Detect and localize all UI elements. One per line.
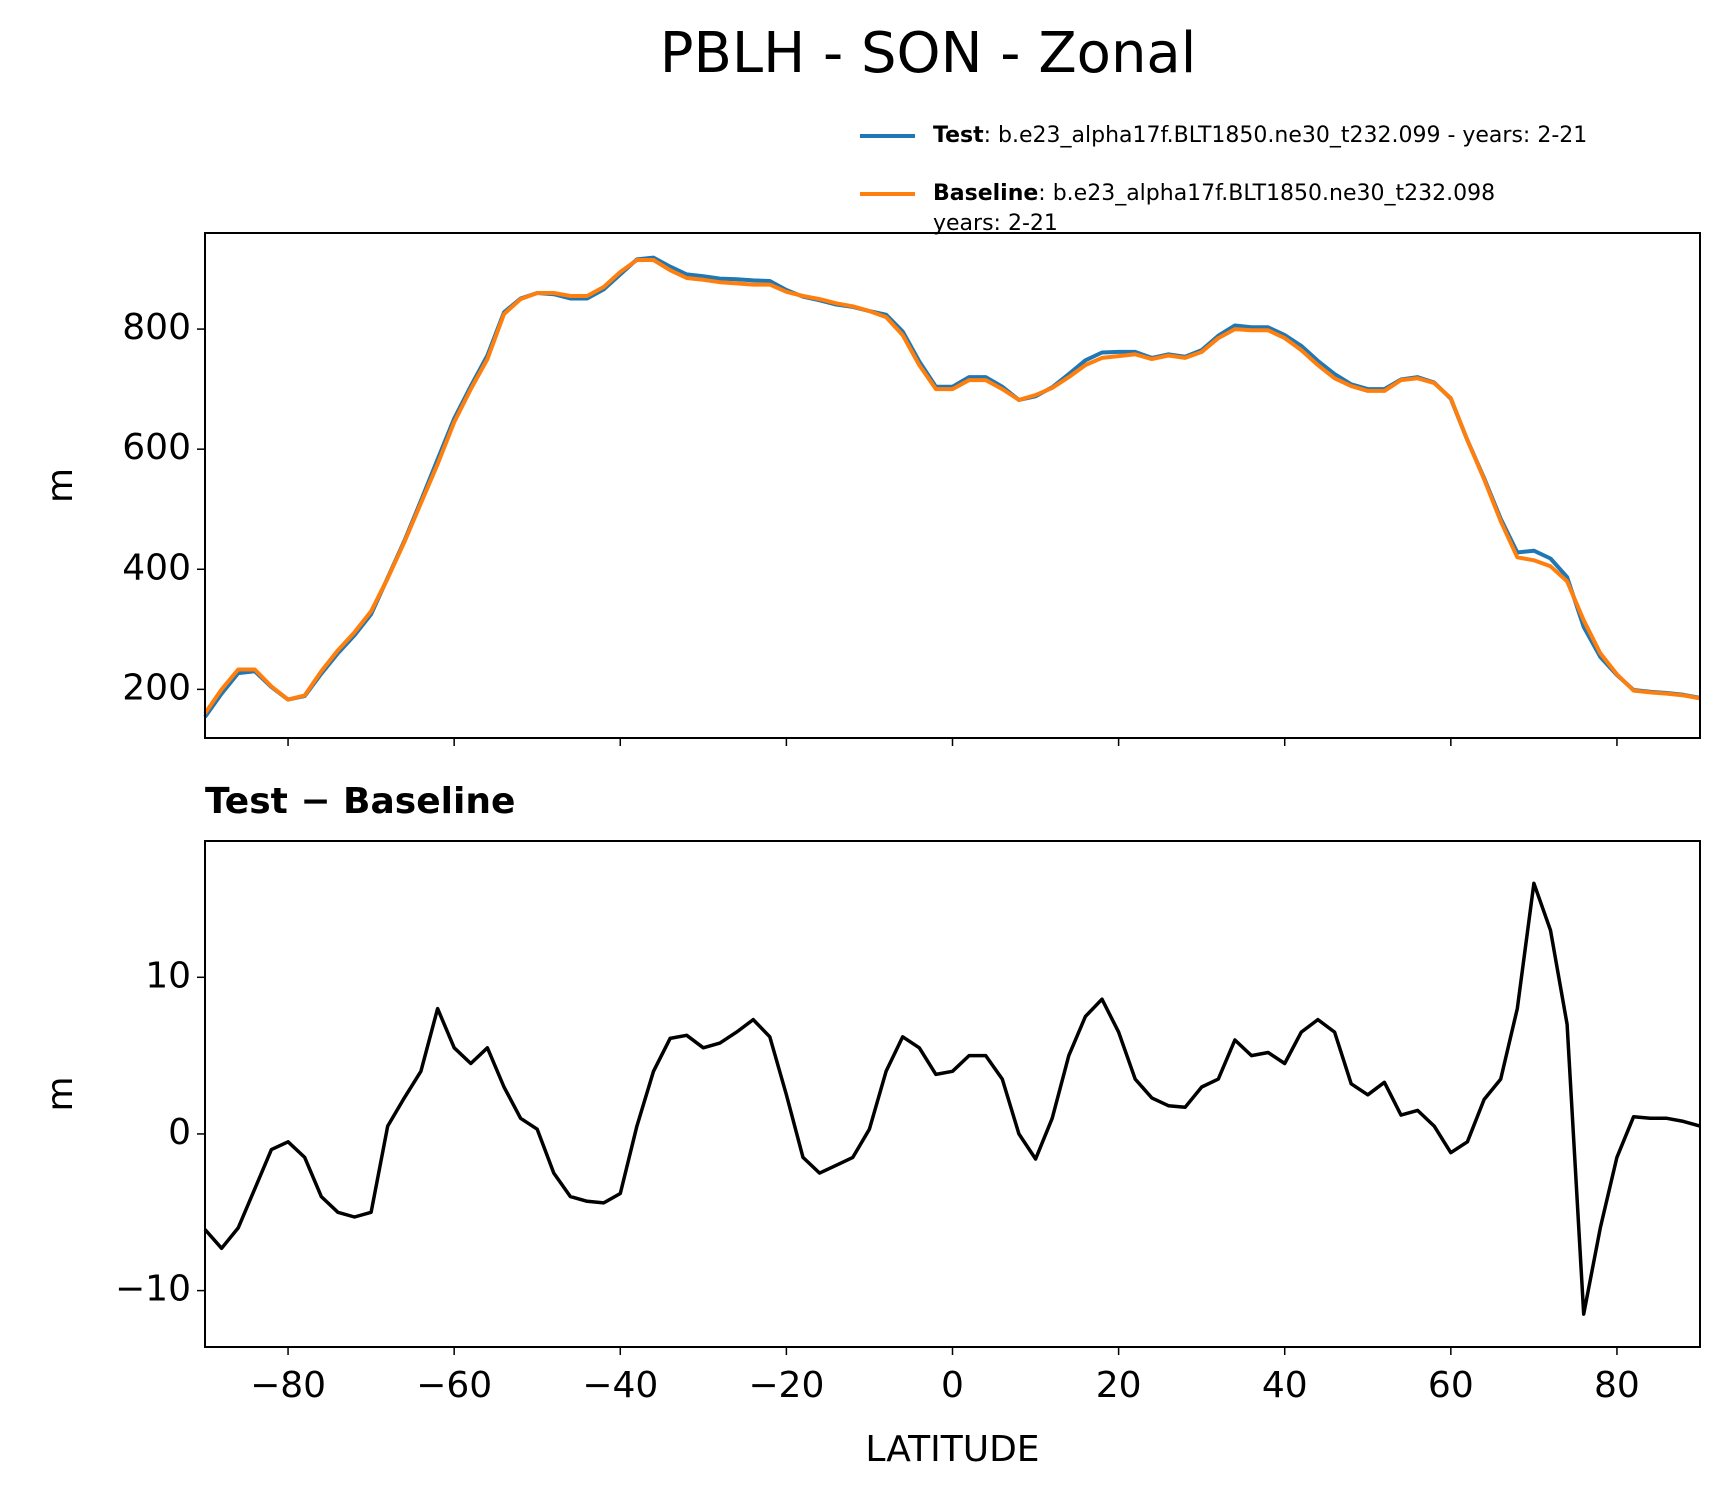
- data-line: [203, 258, 1701, 715]
- y-axis-label: m: [40, 468, 81, 503]
- y-tick-label: 200: [122, 667, 191, 708]
- x-tick-label: −80: [250, 1365, 326, 1406]
- plot-frame: [204, 232, 1701, 739]
- legend-label: Test: b.e23_alpha17f.BLT1850.ne30_t232.0…: [933, 123, 1587, 148]
- x-tick-label: −20: [748, 1365, 824, 1406]
- x-tick-label: 80: [1594, 1365, 1640, 1406]
- plot-frame: [204, 840, 1701, 1348]
- legend-text: : b.e23_alpha17f.BLT1850.ne30_t232.098: [1038, 181, 1495, 206]
- legend-name: Baseline: [933, 181, 1038, 206]
- x-tick-label: 60: [1428, 1365, 1474, 1406]
- y-tick-label: 10: [145, 955, 191, 996]
- y-tick-label: 0: [168, 1112, 191, 1153]
- y-tick-label: 800: [122, 307, 191, 348]
- x-axis-label: LATITUDE: [865, 1429, 1039, 1470]
- x-tick-label: −60: [416, 1365, 492, 1406]
- legend-text: : b.e23_alpha17f.BLT1850.ne30_t232.099 -…: [984, 123, 1588, 148]
- data-line: [203, 881, 1701, 1316]
- legend-text: years: 2-21: [933, 211, 1058, 236]
- x-tick-label: 20: [1096, 1365, 1142, 1406]
- y-tick-label: −10: [115, 1269, 191, 1310]
- x-tick-label: 40: [1262, 1365, 1308, 1406]
- figure-title: PBLH - SON - Zonal: [660, 21, 1197, 86]
- panel-title: Test − Baseline: [205, 781, 515, 822]
- legend-label: Baseline: b.e23_alpha17f.BLT1850.ne30_t2…: [933, 181, 1495, 206]
- y-tick-label: 400: [122, 547, 191, 588]
- x-tick-label: −40: [582, 1365, 658, 1406]
- y-axis-label: m: [40, 1076, 81, 1111]
- y-tick-label: 600: [122, 427, 191, 468]
- legend-name: Test: [933, 123, 984, 148]
- x-tick-label: 0: [941, 1365, 964, 1406]
